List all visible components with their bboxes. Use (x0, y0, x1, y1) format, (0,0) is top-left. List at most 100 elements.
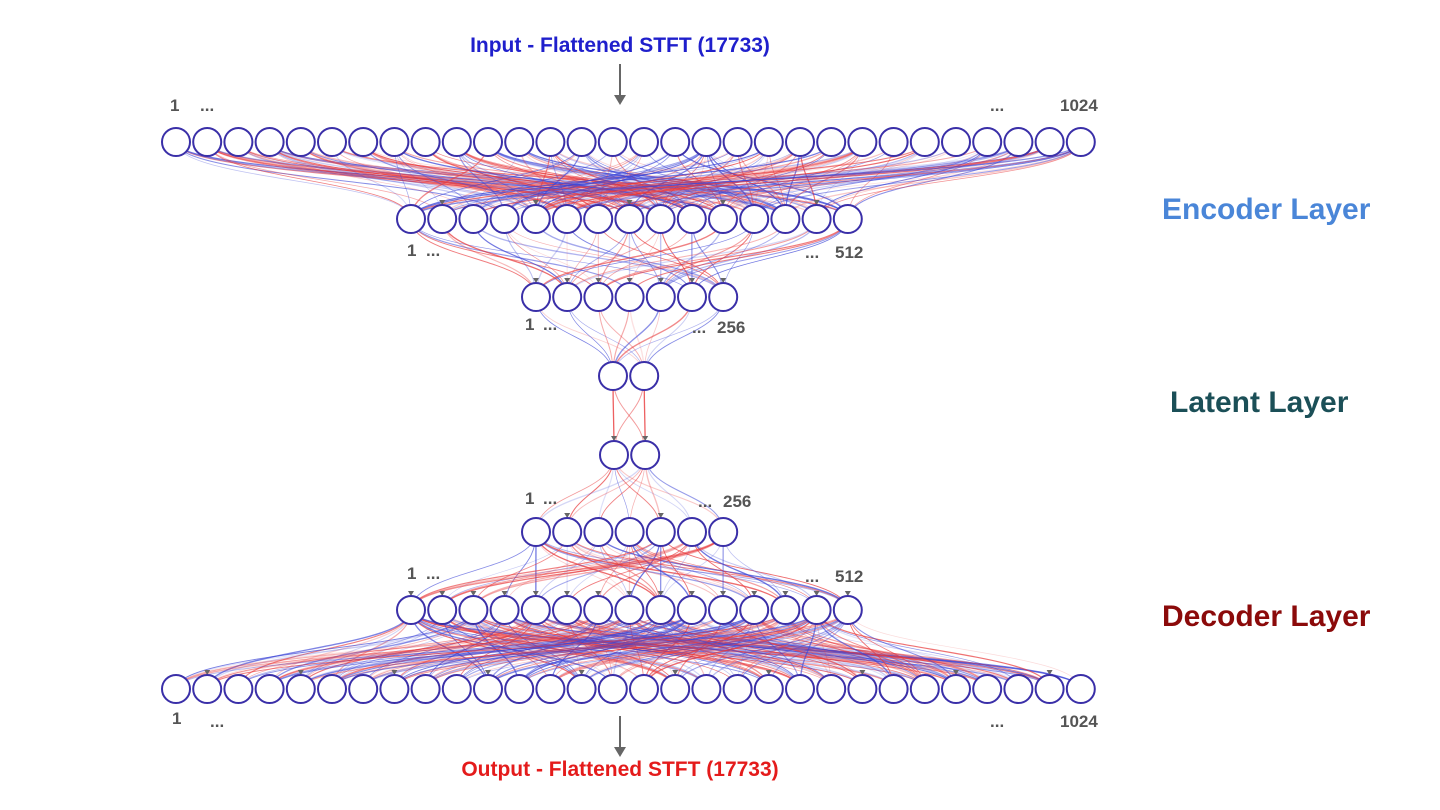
dec-1024-node (909, 674, 940, 704)
connection-edge (206, 609, 412, 690)
dec-1024-node (285, 674, 316, 704)
connection-edge (816, 609, 1019, 690)
dec-1024-node (847, 674, 878, 704)
enc-1024-node (317, 127, 347, 157)
arrowhead (813, 591, 820, 596)
connection-edge (597, 218, 818, 298)
arrowhead (642, 436, 649, 441)
arrowhead (626, 278, 633, 283)
arrowhead (672, 670, 679, 675)
dec-1024-node (473, 674, 503, 704)
connection-edge (518, 609, 849, 690)
connection-edge (566, 531, 849, 611)
connection-edge (206, 609, 662, 690)
arrowhead (439, 591, 446, 596)
dec-512-node (458, 595, 489, 625)
enc-1024-node (348, 127, 379, 157)
arrowhead (595, 278, 602, 283)
enc-1024-node (566, 127, 597, 157)
enc-1024-node (941, 127, 971, 157)
enc-1024-node (161, 127, 191, 157)
dec-1024-node (410, 674, 441, 704)
arrowhead (564, 513, 571, 518)
enc-1024-node (847, 127, 878, 157)
arrowhead (657, 278, 664, 283)
dec-1024-node (192, 674, 223, 704)
connection-edge (472, 531, 724, 611)
connection-edge (487, 609, 849, 690)
arrowhead (765, 670, 772, 675)
connection-edge (472, 609, 957, 690)
enc-1024-node (379, 127, 410, 157)
connection-edge (269, 609, 755, 690)
dec-1024-node (223, 674, 254, 704)
enc-512-node (396, 204, 426, 234)
enc-256-node (677, 282, 707, 312)
connection-edge (643, 609, 818, 690)
connection-edge (628, 141, 1082, 220)
connection-edge (660, 609, 863, 690)
connection-edge (816, 141, 1082, 220)
enc-512-node (739, 204, 770, 234)
enc-512-node (458, 204, 489, 234)
enc-1024-node (722, 127, 753, 157)
connection-edge (487, 609, 693, 690)
latent-dec-node (630, 440, 661, 470)
connection-edge (518, 609, 755, 690)
dec-512-node (427, 595, 458, 625)
connection-edge (425, 609, 662, 690)
enc-256-node (614, 282, 645, 312)
enc-1024-node (660, 127, 691, 157)
connection-edge (269, 609, 693, 690)
connection-edge (362, 141, 693, 220)
enc-1024-node (223, 127, 254, 157)
arrowhead (626, 200, 633, 205)
enc-512-node (801, 204, 832, 234)
dec-512-node (676, 595, 707, 625)
connection-edge (206, 141, 599, 220)
connection-edge (566, 531, 817, 611)
arrowhead (485, 670, 491, 675)
enc-1024-node (816, 127, 847, 157)
arrowhead (689, 278, 695, 283)
dec-1024-node (660, 674, 691, 704)
enc-512-node (770, 204, 801, 234)
dec-512-ellipsis-left: ... (426, 564, 441, 583)
dec-1024-node (941, 674, 971, 704)
connection-edge (472, 218, 724, 298)
enc-1024-node (441, 127, 472, 157)
enc-512-last-index: 512 (835, 243, 864, 262)
enc-512-node (427, 204, 458, 234)
connection-edge (535, 218, 724, 298)
dec-256-node (677, 517, 707, 547)
arrowhead (408, 591, 414, 596)
dec-1024-node (1034, 674, 1065, 704)
arrowhead (1046, 670, 1053, 675)
dec-256-node (552, 517, 583, 547)
connection-edge (206, 609, 475, 690)
enc-1024-ellipsis-left: ... (200, 96, 215, 115)
enc-1024-node (535, 127, 566, 157)
connection-edge (441, 531, 662, 611)
connection-edge (535, 141, 770, 220)
dec-512-node (739, 595, 770, 625)
connection-edge (597, 141, 863, 220)
dec-512-node (770, 595, 801, 625)
connection-edge (784, 141, 1082, 220)
dec-512-node (801, 595, 832, 625)
enc-1024-node (878, 127, 909, 157)
enc-512-node (520, 204, 551, 234)
dec-1024-node (753, 674, 784, 704)
dec-256-ellipsis-right: ... (698, 492, 713, 511)
enc-256-ellipsis-left: ... (543, 315, 558, 334)
enc-1024-node (753, 127, 784, 157)
connection-edge (206, 141, 412, 220)
connection-edge (597, 531, 693, 611)
connection-edge (535, 218, 755, 298)
arrowhead (391, 670, 398, 675)
connection-edge (425, 609, 755, 690)
connection-edge (473, 141, 738, 220)
arrowhead (611, 436, 617, 441)
arrowhead (688, 591, 695, 596)
